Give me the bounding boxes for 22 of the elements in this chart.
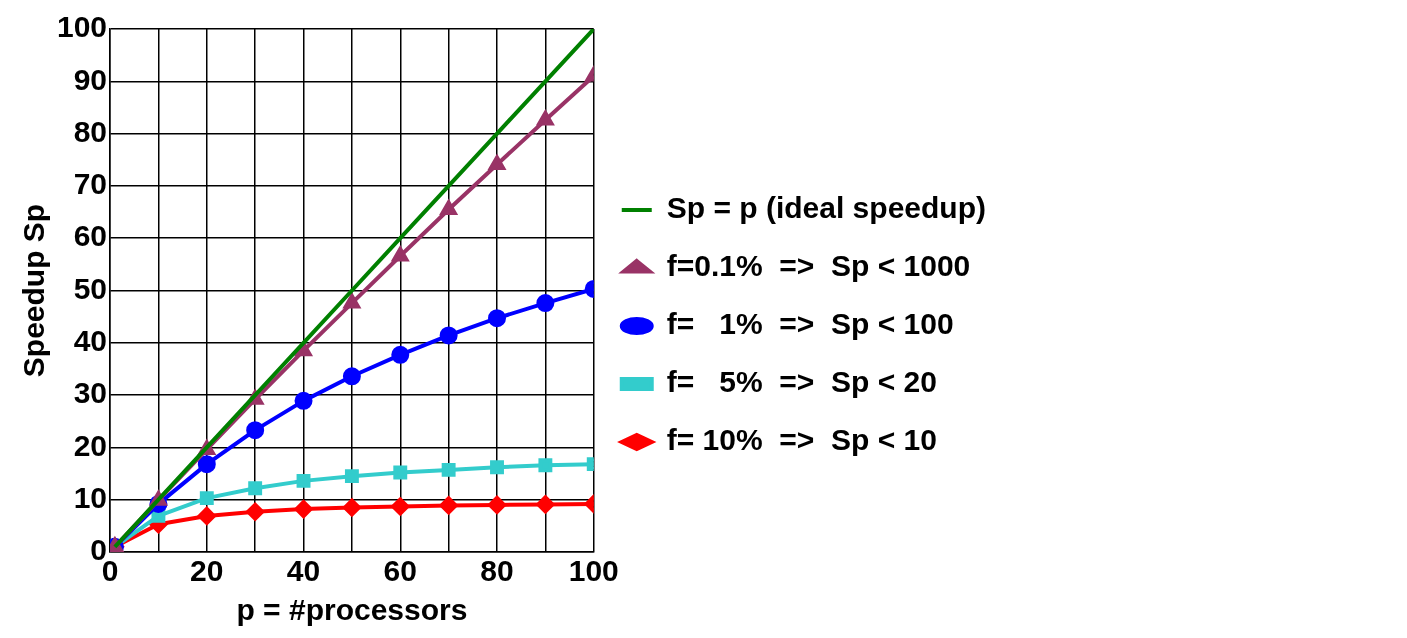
x-tick-label: 20	[190, 554, 224, 588]
x-tick-label: 80	[480, 554, 514, 588]
legend-label: f= 5% => Sp < 20	[666, 365, 937, 399]
x-tick-label: 40	[286, 554, 321, 588]
y-axis-title: Speedup Sp	[17, 203, 51, 378]
legend-label: Sp = p (ideal speedup)	[666, 191, 986, 225]
legend-label: f=0.1% => Sp < 1000	[666, 249, 971, 283]
y-tick-label: 90	[73, 62, 108, 96]
y-tick-label: 50	[73, 271, 108, 305]
y-tick-label: 70	[73, 167, 108, 201]
x-tick-label: 100	[568, 554, 619, 588]
x-axis-title: p = #processors	[236, 593, 468, 627]
legend-label: f= 1% => Sp < 100	[666, 307, 954, 341]
x-tick-label: 60	[383, 554, 417, 588]
legend-label: f= 10% => Sp < 10	[666, 423, 937, 457]
y-tick-label: 80	[73, 114, 108, 148]
y-tick-label: 30	[73, 376, 108, 410]
y-tick-label: 100	[56, 10, 108, 44]
y-tick-label: 10	[73, 480, 108, 514]
y-tick-label: 40	[73, 324, 108, 358]
y-tick-label: 20	[73, 428, 108, 462]
y-tick-label: 60	[73, 219, 108, 253]
